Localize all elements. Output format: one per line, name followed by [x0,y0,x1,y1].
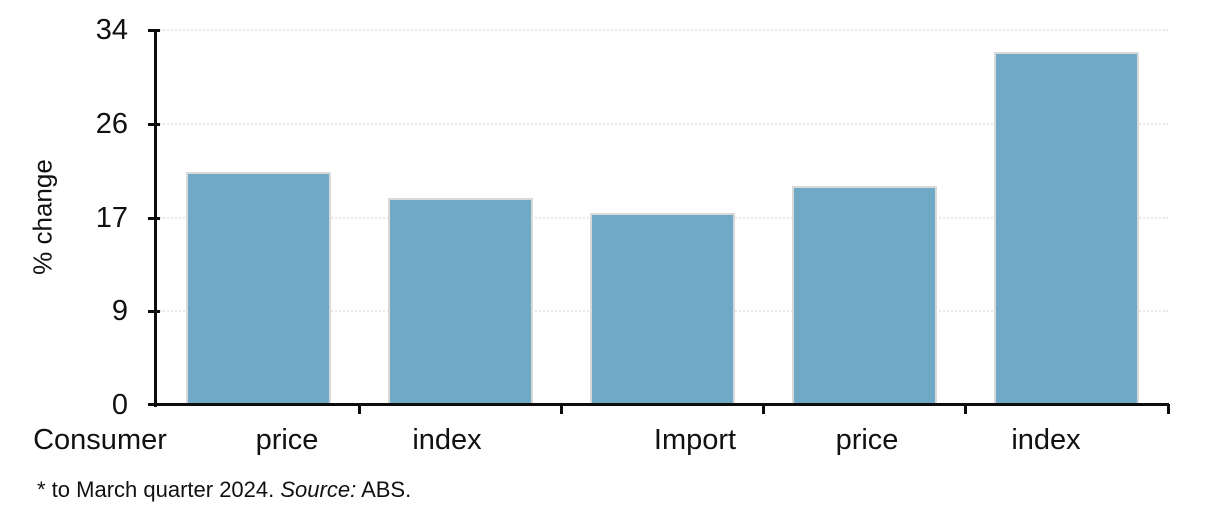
footnote-source-label: Source: [280,477,357,502]
y-tick-label: 26 [95,107,128,140]
bar [590,213,735,405]
y-axis-title: % change [27,159,58,275]
footnote-suffix: ABS. [356,477,412,502]
x-axis-line [148,403,1169,406]
gridline [160,122,1168,125]
x-axis-tick [1166,404,1170,414]
bar [792,185,938,405]
footnote-prefix: * to March quarter 2024. [37,477,281,502]
gridline [160,29,1168,31]
bar [994,52,1140,405]
bar [185,172,331,405]
footnote: * to March quarter 2024. Source: ABS. [37,477,411,503]
x-axis-label: price [255,424,319,456]
x-axis-label: Import [653,424,737,456]
x-axis-label: index [1011,424,1081,456]
x-axis-tick [357,404,361,414]
y-axis-tick [148,310,160,314]
y-tick-label: 0 [111,389,128,421]
y-tick-label: 9 [111,295,128,328]
x-axis-label: price [835,424,899,456]
y-axis-tick [148,122,160,126]
y-axis-tick [148,29,160,32]
x-axis-tick [559,404,563,414]
y-tick-label: 34 [95,14,128,46]
x-axis-tick [762,404,766,414]
x-axis-label: Consumer [33,424,167,456]
y-tick-label: 17 [95,201,128,234]
y-axis-tick [148,216,160,220]
bar [387,197,533,405]
x-axis-label: index [412,424,482,456]
x-axis-tick [964,404,968,414]
